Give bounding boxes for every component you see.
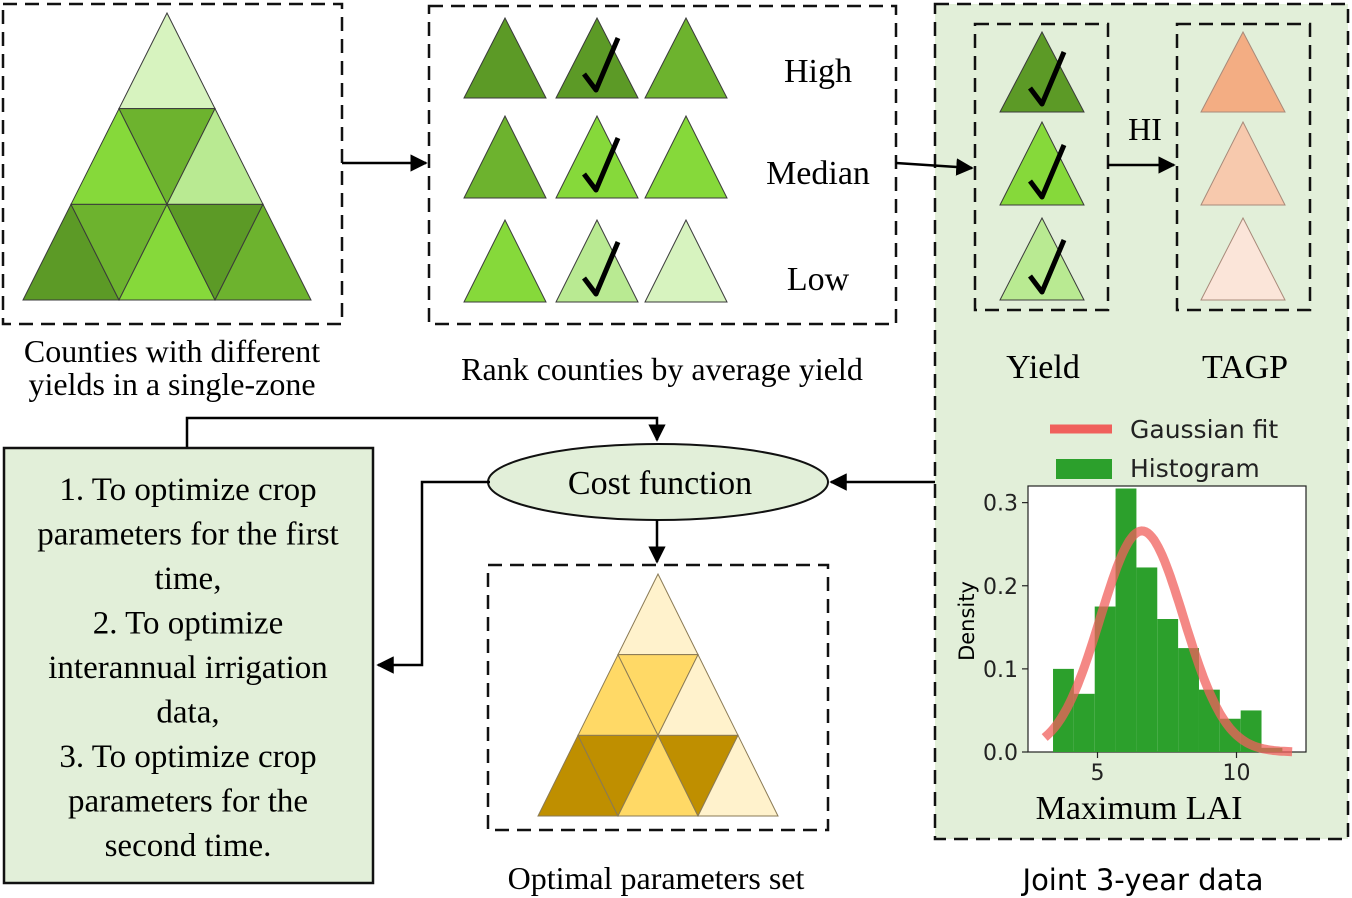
y-tick-label-3: 0.2 bbox=[983, 575, 1018, 600]
steps-line-1: 1. To optimize crop bbox=[59, 472, 316, 508]
legend-histogram-swatch bbox=[1056, 459, 1112, 479]
counties-triangle-grid bbox=[22, 11, 312, 302]
y-tick-label-1: 0.0 bbox=[983, 741, 1018, 766]
rank-high-triangle-1 bbox=[463, 16, 547, 99]
yield-triangle-1 bbox=[999, 30, 1085, 113]
optimal-panel bbox=[486, 563, 830, 832]
yield-triangle-2 bbox=[999, 120, 1085, 206]
steps-line-3: time, bbox=[155, 561, 222, 597]
rank-triangle-grid bbox=[463, 16, 728, 303]
yield-check-icon-1 bbox=[1028, 51, 1067, 107]
rank-high-check-icon bbox=[582, 37, 621, 93]
histogram-bar-7 bbox=[1178, 648, 1199, 752]
rank-low-check-icon bbox=[582, 241, 621, 297]
optimal-cell-9 bbox=[697, 734, 779, 817]
yield-triangle-3 bbox=[999, 216, 1085, 301]
optimal-triangle-grid bbox=[537, 572, 779, 818]
rank-level-low: Low bbox=[787, 261, 850, 298]
counties-caption-line-2: yields in a single-zone bbox=[28, 366, 315, 402]
yield-check-icon-2 bbox=[1028, 144, 1067, 200]
yield-triangles bbox=[999, 30, 1085, 301]
hi-label: HI bbox=[1128, 111, 1162, 147]
county-cell-9 bbox=[214, 203, 312, 301]
rank-median-triangle-1 bbox=[463, 114, 547, 199]
rank-low-triangle-3 bbox=[644, 218, 728, 303]
yield-label: Yield bbox=[1006, 349, 1080, 386]
legend-gaussian-label: Gaussian fit bbox=[1130, 415, 1278, 444]
counties-caption-line-1: Counties with different bbox=[24, 333, 320, 369]
rank-high-triangle-3 bbox=[644, 16, 728, 99]
legend-histogram-label: Histogram bbox=[1130, 454, 1260, 483]
tagp-box bbox=[1175, 22, 1312, 312]
optimal-cell-1 bbox=[617, 572, 699, 656]
rank-low-triangle-1 bbox=[463, 218, 547, 303]
tagp-label: TAGP bbox=[1202, 349, 1288, 386]
rank-high-triangle-2 bbox=[555, 16, 639, 99]
optimal-caption: Optimal parameters set bbox=[508, 860, 805, 896]
rank-low-triangle-2 bbox=[555, 218, 639, 303]
tagp-triangle-1 bbox=[1200, 30, 1286, 113]
steps-line-8: parameters for the bbox=[68, 784, 308, 820]
steps-line-9: second time. bbox=[105, 828, 272, 864]
rank-level-high: High bbox=[784, 53, 852, 90]
rank-median-triangle-3 bbox=[644, 114, 728, 199]
yield-check-icon-3 bbox=[1028, 239, 1067, 295]
optimization-steps-box bbox=[2, 446, 375, 885]
tagp-triangle-2 bbox=[1200, 120, 1286, 206]
chart-xlabel: Maximum LAI bbox=[1036, 790, 1243, 827]
rank-panel bbox=[427, 4, 898, 326]
y-tick-label-2: 0.1 bbox=[983, 658, 1018, 683]
steps-line-4: 2. To optimize bbox=[93, 606, 283, 642]
tagp-triangle-3 bbox=[1200, 216, 1286, 301]
tagp-triangles bbox=[1200, 30, 1286, 301]
rank-median-check-icon bbox=[582, 137, 621, 193]
arrow-median-to-yield bbox=[895, 158, 974, 176]
lai-density-chart: 0.0 0.1 0.2 0.3 5 10 bbox=[983, 485, 1307, 786]
steps-line-7: 3. To optimize crop bbox=[59, 739, 316, 775]
rank-caption: Rank counties by average yield bbox=[461, 351, 863, 387]
steps-line-2: parameters for the first bbox=[37, 517, 338, 553]
arrow-cost-to-steps bbox=[376, 480, 490, 674]
optimization-steps-text: 1. To optimize crop parameters for the fi… bbox=[37, 472, 338, 864]
gaussian-fit-line bbox=[1041, 526, 1293, 757]
counties-panel bbox=[1, 2, 344, 326]
x-tick-label-2: 10 bbox=[1223, 761, 1251, 786]
histogram-bar-2 bbox=[1073, 693, 1095, 752]
y-tick-label-4: 0.3 bbox=[983, 492, 1018, 517]
steps-line-6: data, bbox=[156, 695, 219, 731]
county-cell-1 bbox=[118, 11, 216, 110]
histogram-bar-6 bbox=[1157, 619, 1179, 752]
x-tick-label-1: 5 bbox=[1091, 761, 1105, 786]
arrow-steps-to-cost bbox=[185, 416, 666, 448]
yield-box bbox=[973, 22, 1110, 312]
rank-level-median: Median bbox=[766, 155, 870, 192]
rank-median-triangle-2 bbox=[555, 114, 639, 199]
steps-line-5: interannual irrigation bbox=[48, 650, 328, 686]
cost-function-label: Cost function bbox=[568, 465, 752, 502]
histogram-bar-5 bbox=[1136, 567, 1158, 752]
chart-ylabel: Density bbox=[955, 581, 979, 661]
histogram-bar-4 bbox=[1115, 488, 1137, 752]
histogram-bar-3 bbox=[1094, 606, 1116, 752]
joint-caption: Joint 3-year data bbox=[1021, 863, 1264, 897]
